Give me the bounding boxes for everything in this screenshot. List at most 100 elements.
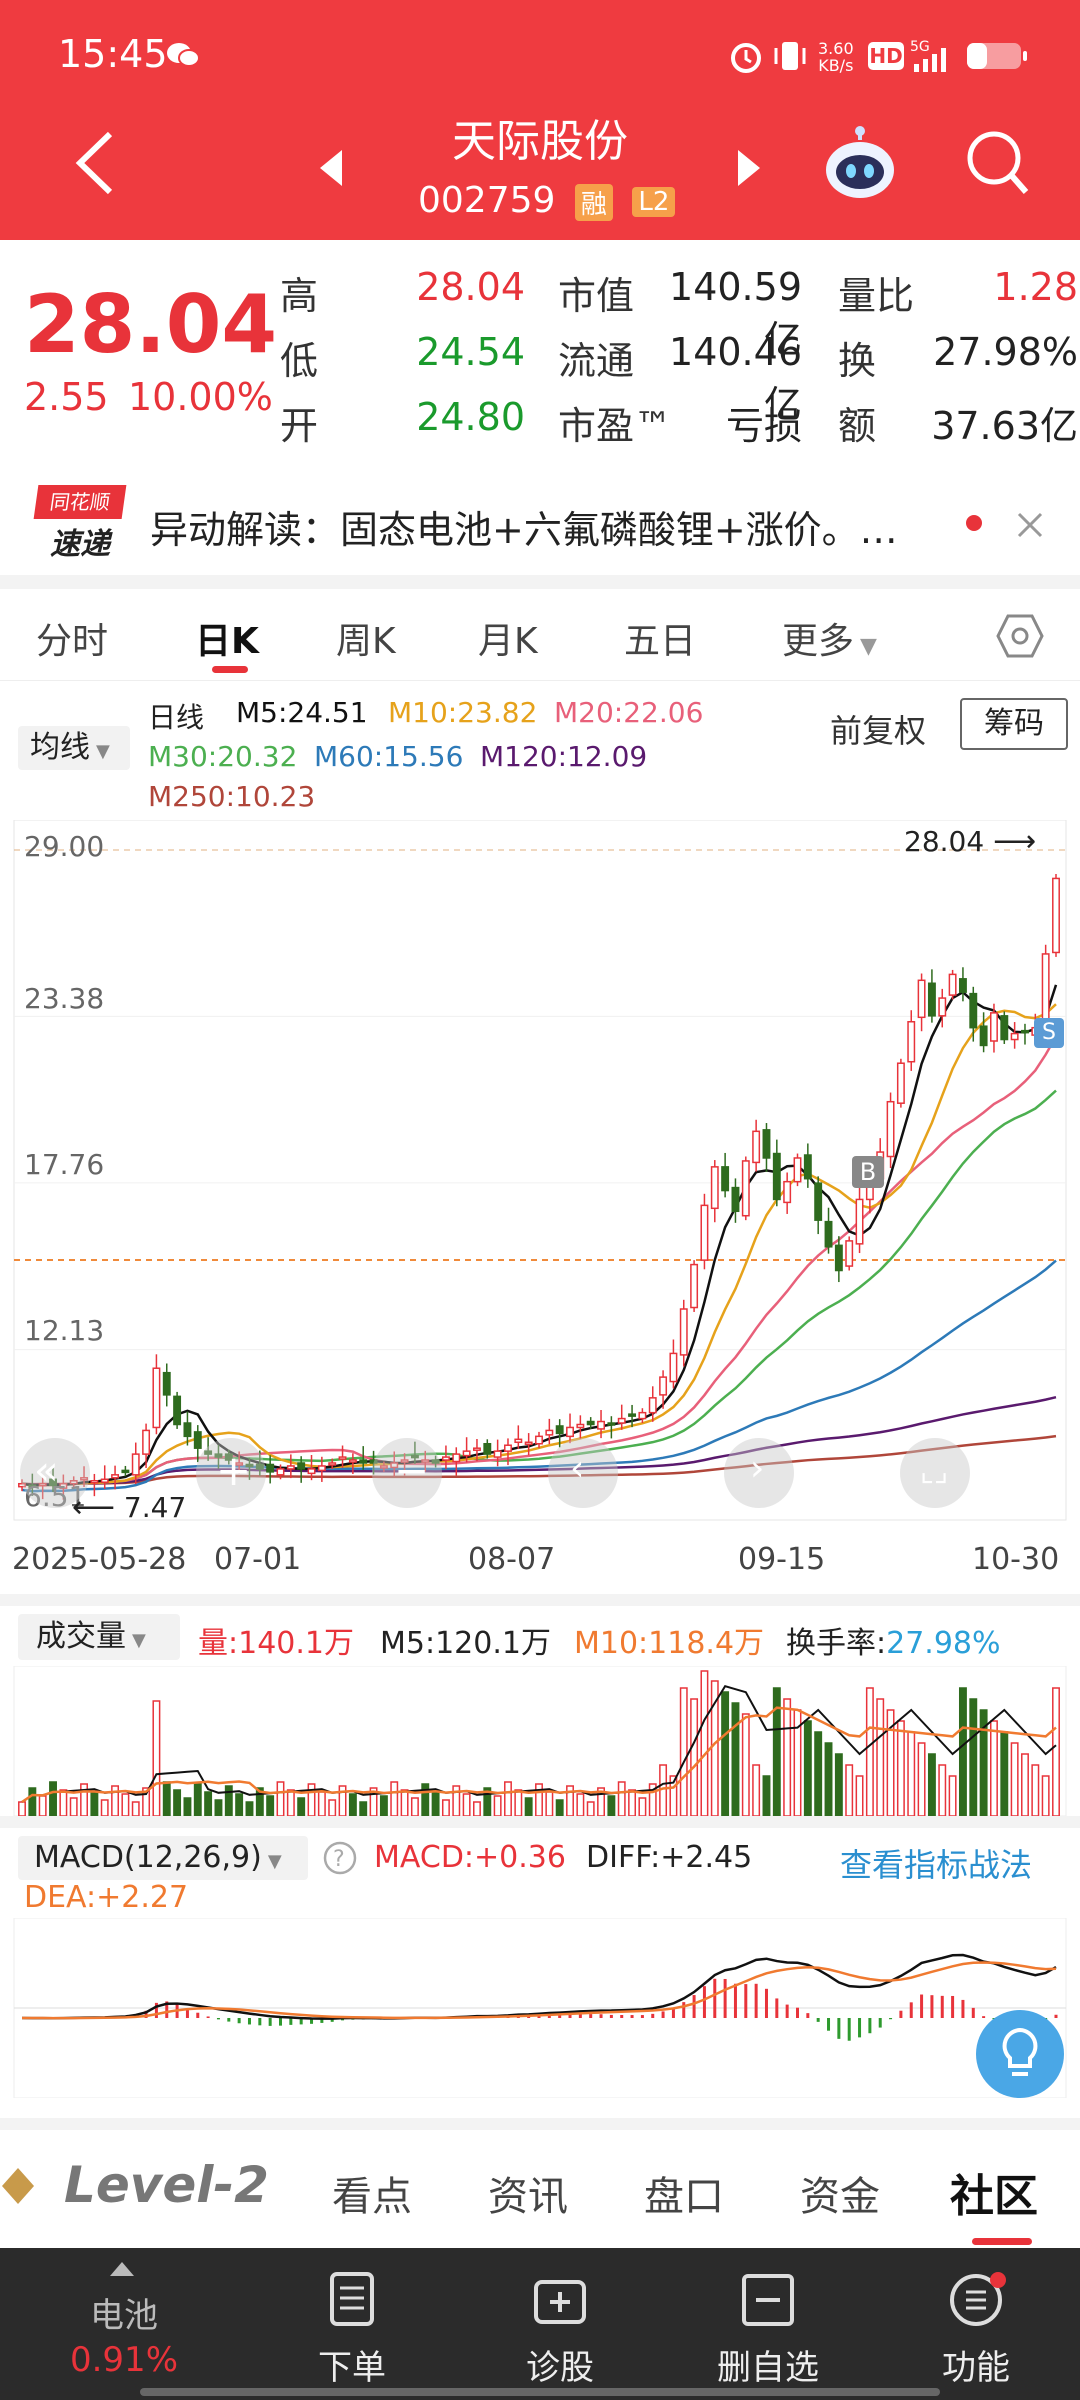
settings-hexagon-icon[interactable] [996,612,1044,660]
scroll-left-button[interactable]: ‹ [548,1438,618,1508]
candle-body [752,1130,761,1164]
vol-ratio-label: 量比 [838,274,915,318]
volume-m5-line [21,1685,1057,1803]
news-ticker[interactable]: 同花顺 速递 异动解读：固态电池+六氟磷酸锂+涨价。… [0,465,1080,575]
volume-bar [69,1797,78,1816]
volume-bar [379,1795,388,1816]
volume-bar [297,1797,306,1816]
tab-level2[interactable]: Level-2 [64,2156,269,2214]
home-indicator [140,2388,940,2396]
help-icon[interactable]: ? [322,1840,358,1876]
scroll-right-button[interactable]: › [724,1438,794,1508]
tab-daily-k[interactable]: 日K [195,621,259,662]
volume-bar [473,1801,481,1816]
volume-bar [876,1698,885,1816]
candle-body [131,1453,140,1476]
volume-indicator-select[interactable]: 成交量 ▼ [18,1614,180,1660]
volume-bar [979,1709,988,1816]
volume-bar [576,1793,585,1816]
back-icon[interactable] [70,128,120,198]
candle-body [948,973,957,996]
candle-body [907,1021,916,1063]
tab-highlights[interactable]: 看点 [332,2174,412,2220]
candle-body [90,1480,99,1484]
candle-body [834,1244,843,1272]
svg-text:5G: 5G [910,39,930,55]
candle-body [18,1482,26,1488]
legend-m120: M120:12.09 [480,740,648,773]
volume-bar [1052,1687,1060,1816]
chips-button[interactable]: 筹码 [960,698,1068,750]
vibrate-icon [774,42,806,70]
tonghuashun-express-logo: 同花顺 速递 [33,485,127,563]
tab-weekly-k[interactable]: 周K [336,621,396,662]
legend-period: 日线 [148,701,205,734]
candle-body [224,1453,233,1461]
volume-bar [524,1797,533,1816]
candle-body [462,1450,471,1457]
tab-five-day[interactable]: 五日 [624,621,697,662]
tab-funds[interactable]: 资金 [800,2174,880,2220]
remove-watchlist-item[interactable]: 删自选 [668,2248,868,2400]
candle-body [173,1395,182,1426]
sell-signal-marker[interactable]: S [1034,1018,1064,1048]
candle-body [245,1463,254,1468]
period-tabbar: 分时 日K 周K 月K 五日 更多 ▼ [0,590,1080,681]
volume-bar [390,1781,399,1816]
adjust-mode-button[interactable]: 前复权 [830,712,927,750]
pe-value: 亏损 [725,404,802,448]
tab-intraday[interactable]: 分时 [36,621,109,662]
volume-bar [90,1791,99,1816]
macd-chart[interactable] [0,1918,1080,2098]
volume-bar [865,1687,874,1816]
quote-panel: 28.04 2.55 10.00% 高 28.04 低 24.54 开 24.8… [0,240,1080,455]
menu-icon [950,2272,1006,2326]
volume-bar [648,1783,657,1816]
mktcap-label: 市值 [558,274,635,318]
order-item[interactable]: 下单 [252,2248,452,2400]
candle-body [545,1429,554,1436]
diff-line [21,1953,1057,2020]
next-stock-icon[interactable] [734,148,762,188]
candle-body [648,1397,657,1414]
buy-signal-marker[interactable]: B [852,1156,884,1188]
volume-bar [18,1801,26,1816]
volume-bar [204,1791,213,1816]
function-menu-item[interactable]: 功能 [876,2248,1076,2400]
legend-m10: M10:23.82 [388,696,538,729]
battery-sector-item[interactable]: 电池 0.91% [24,2248,224,2400]
volume-chart[interactable] [0,1666,1080,1816]
candle-body [555,1425,564,1435]
indicator-strategy-link[interactable]: 查看指标战法 [840,1846,1033,1884]
order-form-icon [330,2272,374,2326]
turnover-value: 27.98% [933,330,1078,374]
tips-float-button[interactable] [976,2010,1064,2098]
open-value: 24.80 [416,395,525,439]
volume-bar [834,1753,843,1816]
candle-body [297,1462,306,1470]
zoom-out-far-button[interactable]: « [20,1438,90,1508]
search-icon[interactable] [964,128,1030,198]
candle-body [255,1463,264,1470]
candle-body [328,1462,337,1466]
volume-bar [152,1700,161,1816]
diagnose-item[interactable]: 诊股 [460,2248,660,2400]
candle-body [49,1478,57,1486]
volume-bar [59,1789,68,1816]
volume-bar [348,1793,357,1816]
tab-orderbook[interactable]: 盘口 [644,2174,724,2220]
tab-monthly-k[interactable]: 月K [478,621,538,662]
macd-indicator-select[interactable]: MACD(12,26,9) ▼ [18,1836,308,1880]
robot-assistant-icon[interactable] [822,126,898,204]
volume-bar [586,1801,595,1816]
zoom-out-button[interactable]: − [372,1438,442,1508]
zoom-in-button[interactable]: + [196,1438,266,1508]
fullscreen-button[interactable]: ⌞⌟ [900,1438,970,1508]
tab-community[interactable]: 社区 [950,2171,1038,2222]
tab-more[interactable]: 更多 ▼ [782,621,877,662]
tab-news[interactable]: 资讯 [488,2174,568,2220]
close-icon[interactable] [1016,511,1044,539]
candle-body [586,1420,595,1426]
prev-stock-icon[interactable] [318,148,346,188]
indicator-select[interactable]: 均线 ▼ [18,726,130,770]
